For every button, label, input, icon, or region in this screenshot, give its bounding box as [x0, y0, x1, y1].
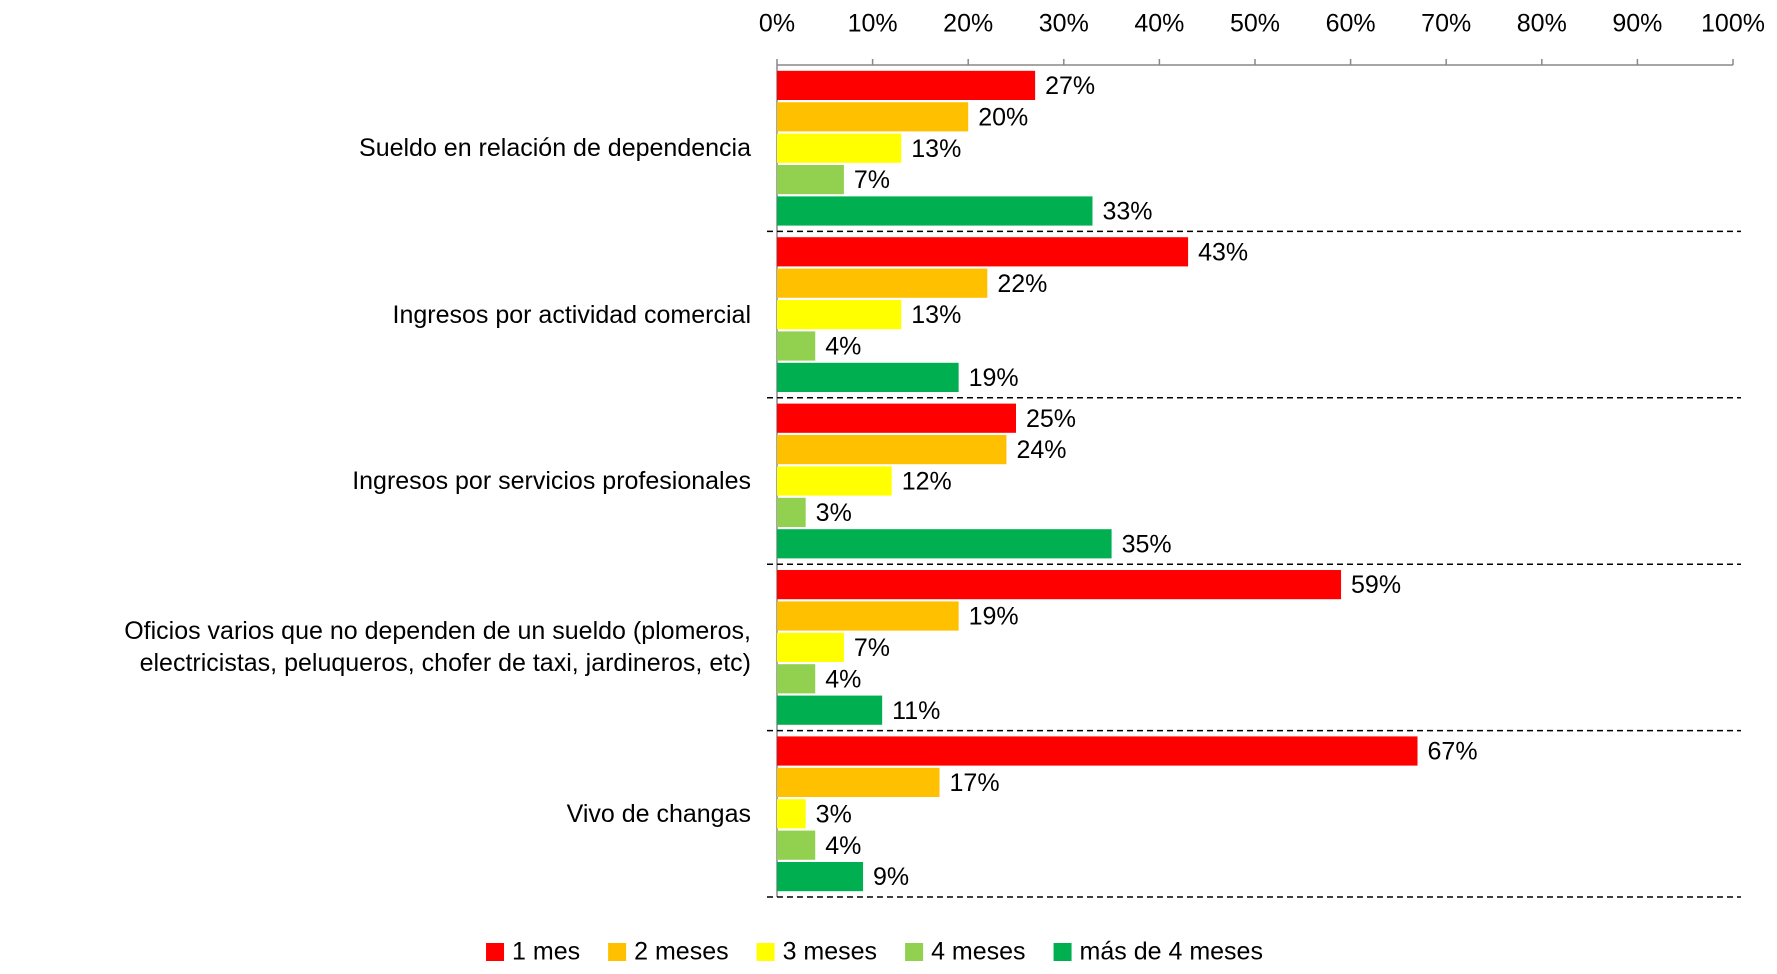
data-label: 22% [997, 270, 1047, 298]
bar [777, 70, 1036, 101]
data-label: 25% [1026, 405, 1076, 433]
bar [777, 799, 806, 829]
x-tick-label: 0% [759, 10, 795, 38]
data-label: 33% [1102, 198, 1152, 226]
legend-swatch [756, 943, 775, 961]
data-label: 3% [816, 800, 852, 828]
data-label: 43% [1198, 238, 1248, 266]
bar [777, 632, 844, 662]
legend-label: 3 meses [783, 938, 877, 966]
data-label: 19% [969, 364, 1019, 392]
data-label: 4% [825, 333, 861, 361]
x-tick-label: 30% [1039, 10, 1089, 38]
x-tick-label: 60% [1326, 10, 1376, 38]
bar [777, 268, 988, 298]
bar [777, 237, 1189, 267]
category-label: Ingresos por servicios profesionales [352, 467, 751, 495]
data-label: 20% [978, 103, 1028, 131]
data-label: 59% [1351, 571, 1401, 599]
category-label: Vivo de changas [566, 799, 751, 828]
data-label: 4% [825, 665, 861, 693]
bar [777, 767, 940, 798]
data-label: 24% [1016, 436, 1066, 464]
legend-label: 4 meses [931, 938, 1025, 966]
x-tick-label: 40% [1134, 10, 1184, 38]
x-tick-label: 90% [1612, 10, 1662, 38]
x-tick-label: 100% [1701, 10, 1765, 38]
data-label: 4% [825, 832, 861, 860]
legend-label: más de 4 meses [1080, 938, 1263, 966]
legend-label: 1 mes [512, 938, 580, 966]
bar [777, 570, 1342, 600]
bar [777, 664, 816, 694]
bar [777, 830, 816, 860]
legend-label: 2 meses [634, 938, 728, 966]
bar [777, 403, 1016, 433]
legend-swatch [608, 943, 627, 961]
bar [777, 466, 892, 496]
legend-swatch [1053, 943, 1072, 961]
bar [777, 601, 959, 631]
bar [777, 133, 902, 163]
category-label: Oficios varios que no dependen de un sue… [124, 617, 751, 678]
bar [777, 102, 969, 132]
x-tick-label: 20% [943, 10, 993, 38]
bar [777, 435, 1007, 465]
data-label: 7% [854, 166, 890, 194]
data-label: 13% [911, 301, 961, 329]
x-tick-label: 80% [1517, 10, 1567, 38]
data-label: 9% [873, 863, 909, 891]
bar [777, 736, 1418, 766]
category-label: Sueldo en relación de dependencia [359, 134, 751, 163]
bar [777, 300, 902, 330]
data-label: 35% [1122, 530, 1172, 558]
data-label: 19% [969, 603, 1019, 631]
data-label: 12% [902, 468, 952, 496]
bar [777, 497, 806, 527]
data-label: 27% [1045, 72, 1095, 100]
legend-swatch [905, 943, 924, 961]
category-label: Ingresos por actividad comercial [392, 300, 752, 329]
bar [777, 695, 883, 725]
x-tick-label: 50% [1230, 10, 1280, 38]
data-label: 7% [854, 634, 890, 662]
bar [777, 196, 1093, 226]
legend-swatch [486, 943, 505, 961]
data-label: 11% [892, 697, 940, 725]
x-tick-label: 10% [848, 10, 898, 38]
bar [777, 529, 1112, 559]
bar [777, 362, 959, 392]
data-label: 13% [911, 135, 961, 163]
bar [777, 164, 844, 195]
bar [777, 861, 864, 892]
bar [777, 331, 816, 361]
data-label: 67% [1428, 738, 1478, 766]
data-label: 17% [950, 769, 1000, 797]
data-label: 3% [816, 499, 852, 527]
x-tick-label: 70% [1421, 10, 1471, 38]
